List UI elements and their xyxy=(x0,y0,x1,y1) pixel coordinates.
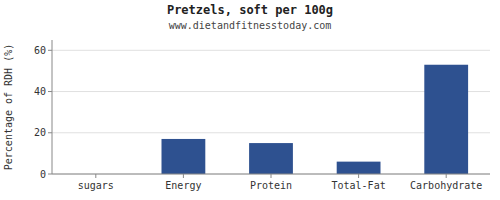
y-tick xyxy=(48,91,52,92)
y-tick-label: 60 xyxy=(34,45,46,56)
grid xyxy=(52,50,490,174)
x-tick-label: Total-Fat xyxy=(332,180,386,191)
title: Pretzels, soft per 100g xyxy=(167,3,333,17)
y-axis: 0 20 40 60 xyxy=(34,40,52,180)
x-tick xyxy=(95,174,96,178)
chart-svg: Pretzels, soft per 100g www.dietandfitnes… xyxy=(0,0,500,200)
x-tick xyxy=(271,174,272,178)
subtitle: www.dietandfitnesstoday.com xyxy=(169,20,332,31)
bar xyxy=(249,143,293,174)
x-tick xyxy=(358,174,359,178)
y-tick xyxy=(48,132,52,133)
x-tick xyxy=(446,174,447,178)
bar xyxy=(424,65,468,174)
y-tick xyxy=(48,50,52,51)
y-tick-label: 20 xyxy=(34,127,46,138)
grid-line xyxy=(52,50,490,51)
x-tick-label: Energy xyxy=(165,180,201,191)
bar xyxy=(162,139,206,174)
chart-container: Pretzels, soft per 100g www.dietandfitnes… xyxy=(0,0,500,200)
x-tick xyxy=(183,174,184,178)
x-tick-label: sugars xyxy=(78,180,114,191)
y-tick-label: 0 xyxy=(40,169,46,180)
y-tick xyxy=(48,174,52,175)
y-axis-label: Percentage of RDH (%) xyxy=(3,44,14,170)
y-axis-line xyxy=(52,40,53,174)
bar xyxy=(337,162,381,174)
bars xyxy=(162,65,469,174)
y-tick-label: 40 xyxy=(34,86,46,97)
x-tick-label: Protein xyxy=(250,180,292,191)
x-axis: sugars Energy Protein Total-Fat Carbohydrate xyxy=(52,174,490,191)
x-tick-label: Carbohydrate xyxy=(410,180,482,191)
